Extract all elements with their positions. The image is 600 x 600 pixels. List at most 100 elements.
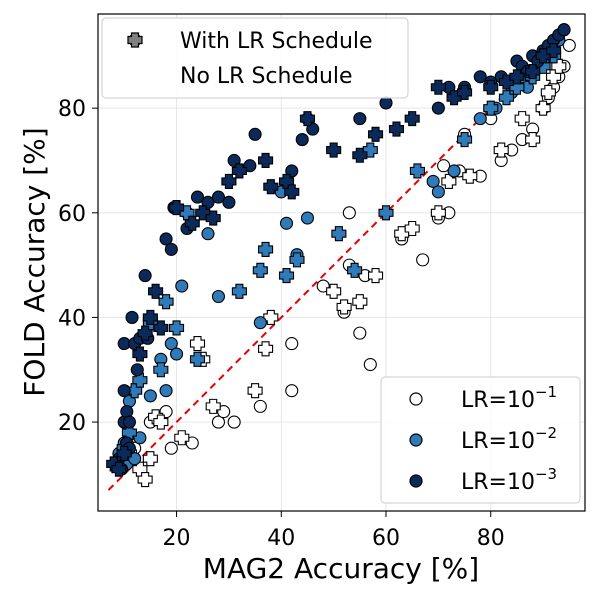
data-point-plus — [189, 351, 206, 367]
data-point-plus — [525, 132, 541, 148]
data-point-plus — [483, 79, 499, 95]
data-point-plus — [525, 63, 541, 80]
data-point-plus — [137, 325, 153, 341]
data-point-plus — [153, 320, 169, 336]
data-point-plus — [535, 100, 551, 116]
data-point-plus — [483, 100, 499, 116]
data-point-circle — [557, 23, 571, 37]
data-point-plus — [299, 111, 316, 127]
data-point-plus — [546, 43, 562, 59]
data-point-plus — [336, 299, 352, 315]
data-point-plus — [142, 451, 158, 467]
data-point-circle — [253, 316, 267, 330]
legend-schedule: With LR Schedule No LR Schedule — [101, 17, 409, 99]
data-point-circle — [295, 133, 309, 147]
data-point-plus — [457, 84, 473, 101]
data-point-plus — [326, 283, 342, 299]
legend-lr3-label: LR=10−3 — [461, 465, 557, 495]
data-point-circle — [138, 269, 152, 283]
data-point-plus — [221, 173, 237, 189]
data-point-plus — [462, 168, 478, 184]
data-point-plus — [347, 262, 363, 278]
data-point-plus — [404, 111, 420, 127]
data-point-circle — [285, 384, 299, 398]
data-point-plus — [184, 215, 200, 231]
data-point-plus — [231, 283, 247, 299]
data-point-plus — [289, 252, 305, 268]
data-point-circle — [190, 190, 205, 204]
legend-lr2-label: LR=10−2 — [461, 424, 557, 454]
data-point-plus — [404, 220, 420, 237]
x-axis-label: MAG2 Accuracy [%] — [203, 552, 479, 585]
axis-ticks: 20 40 60 80 20 40 60 80 — [58, 97, 505, 551]
y-axis-label: FOLD Accuracy [%] — [18, 127, 51, 396]
data-point-circle — [159, 384, 173, 398]
legend-lr1-label: LR=10−1 — [461, 383, 557, 413]
data-point-circle — [143, 389, 157, 403]
data-point-plus — [168, 320, 185, 336]
data-point-plus — [137, 472, 153, 488]
y-tick-label: 40 — [58, 306, 86, 331]
data-point-circle — [431, 101, 445, 115]
data-point-circle — [562, 38, 576, 52]
data-point-circle — [159, 232, 173, 246]
data-point-plus — [111, 461, 127, 477]
x-tick-label: 60 — [372, 526, 400, 551]
data-point-circle — [416, 253, 430, 267]
y-tick-label: 20 — [58, 411, 86, 436]
data-point-circle — [201, 227, 215, 241]
data-point-plus — [430, 205, 446, 221]
data-point-plus — [263, 179, 279, 195]
data-point-circle — [122, 415, 136, 429]
data-point-plus — [174, 430, 190, 446]
data-point-plus — [498, 90, 515, 106]
data-point-plus — [352, 294, 368, 310]
data-point-plus — [189, 336, 206, 352]
data-point-circle — [437, 159, 451, 173]
series-1e-3-plus — [106, 43, 562, 477]
data-point-circle — [426, 174, 440, 188]
data-point-circle — [342, 206, 356, 220]
x-tick-label: 20 — [163, 526, 191, 551]
data-point-circle — [353, 326, 367, 340]
data-point-plus — [509, 69, 525, 85]
y-tick-label: 80 — [58, 97, 86, 122]
data-point-circle — [164, 441, 178, 455]
data-point-plus — [247, 383, 263, 399]
data-point-circle — [130, 363, 144, 377]
data-point-plus — [231, 163, 247, 179]
data-point-plus — [514, 111, 530, 127]
data-point-plus — [457, 132, 473, 148]
data-point-circle — [211, 289, 225, 304]
data-point-circle — [211, 415, 225, 429]
data-point-circle — [211, 190, 225, 204]
data-point-circle — [279, 216, 294, 230]
data-point-plus — [367, 268, 384, 284]
legend-lr2-marker — [409, 433, 423, 447]
data-point-plus — [331, 226, 347, 242]
data-point-plus — [540, 84, 556, 101]
data-point-circle — [285, 337, 299, 351]
data-point-circle — [164, 242, 178, 256]
data-point-circle — [253, 399, 267, 413]
data-point-plus — [205, 210, 221, 226]
legend-with-schedule-label: With LR Schedule — [180, 29, 373, 54]
data-point-circle — [379, 96, 393, 110]
data-point-circle — [431, 185, 445, 199]
x-tick-label: 40 — [267, 526, 295, 551]
legend-lr-box — [380, 376, 581, 504]
data-point-plus — [493, 142, 509, 158]
data-point-plus — [132, 372, 148, 388]
data-point-circle — [227, 415, 241, 429]
data-point-plus — [121, 424, 137, 441]
data-point-circle — [117, 384, 131, 398]
data-point-plus — [278, 268, 295, 284]
data-point-plus — [378, 205, 394, 221]
data-point-circle — [363, 357, 377, 372]
data-point-circle — [175, 279, 189, 293]
legend-lr1-marker — [409, 392, 423, 406]
data-point-plus — [148, 283, 164, 299]
data-point-circle — [164, 337, 178, 351]
data-point-plus — [258, 241, 274, 257]
